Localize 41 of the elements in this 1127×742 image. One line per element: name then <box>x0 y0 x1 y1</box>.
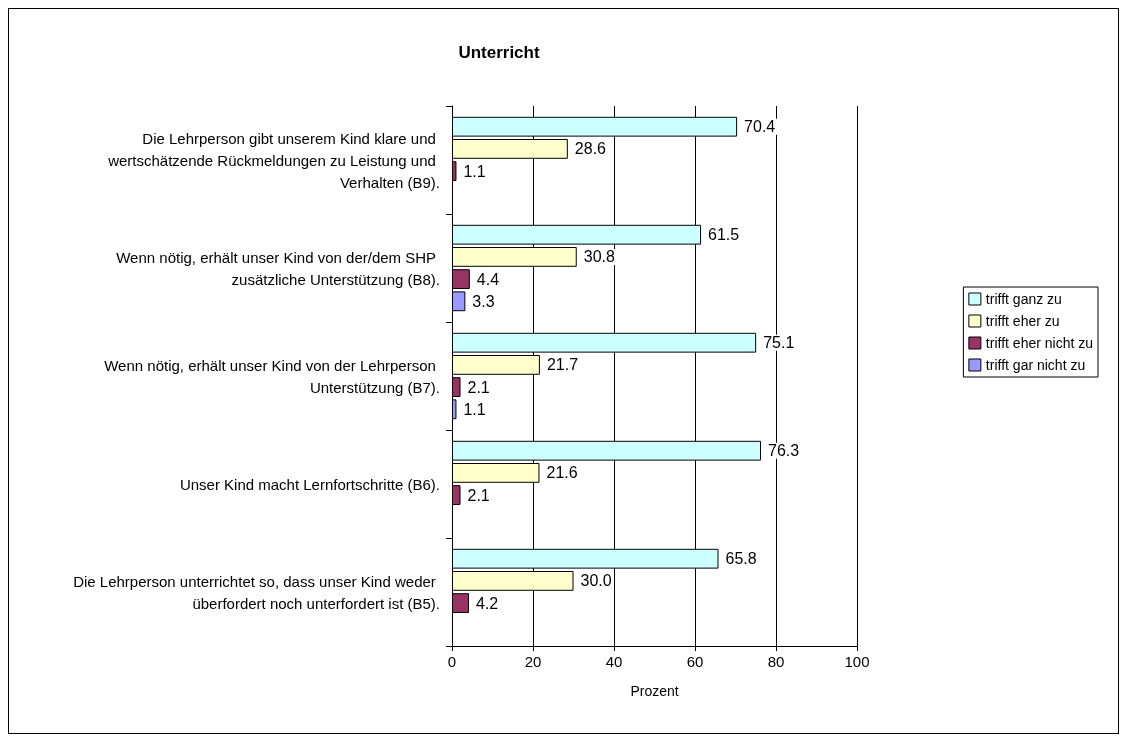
x-axis-title: Prozent <box>630 683 679 699</box>
data-label: 1.1 <box>463 400 486 418</box>
data-label: 30.8 <box>583 248 615 266</box>
data-label: 30.0 <box>580 572 612 590</box>
data-label: 1.1 <box>463 162 486 180</box>
data-label: 4.2 <box>476 594 499 612</box>
bar <box>452 291 466 312</box>
data-label: 28.6 <box>574 140 607 158</box>
legend-label: trifft ganz zu <box>985 291 1062 307</box>
y-tick-label: Wenn nötig, erhält unser Kind von der Lehrperson Unterstützung (B7). <box>104 356 440 396</box>
data-label: 76.3 <box>768 442 800 460</box>
y-tick-label: Die Lehrperson gibt unserem Kind klare und wertschätzende Rückmeldungen zu Leistung und Verhalten (B9). <box>107 129 440 191</box>
x-tick-label: 0 <box>447 653 457 670</box>
data-label: 75.1 <box>763 334 795 352</box>
y-tick-label: Die Lehrperson unterrichtet so, dass unser Kind weder überfordert noch unterfordert ist (B5). <box>73 572 440 612</box>
x-tick-label: 60 <box>686 653 704 670</box>
data-label: 21.6 <box>546 464 578 482</box>
y-tick-label: Unser Kind macht Lernfortschritte (B6). <box>179 475 440 493</box>
chart-title: Unterricht <box>458 43 540 62</box>
y-tick-label: Wenn nötig, erhält unser Kind von der/dem SHP zusätzliche Unterstützung (B8). <box>116 248 440 288</box>
bar <box>452 269 470 290</box>
bar <box>452 399 457 420</box>
data-label: 4.4 <box>476 270 500 288</box>
data-label: 3.3 <box>472 292 495 310</box>
bar <box>452 485 461 506</box>
data-label: 61.5 <box>708 226 740 244</box>
bar <box>452 377 461 398</box>
data-label: 21.7 <box>546 356 579 374</box>
legend-label: trifft eher nicht zu <box>985 335 1094 351</box>
data-label: 2.1 <box>467 486 490 504</box>
bar <box>452 161 457 182</box>
legend-label: trifft eher zu <box>985 313 1060 329</box>
x-tick-label: 80 <box>767 653 785 670</box>
data-label: 70.4 <box>744 118 776 136</box>
x-tick-label: 20 <box>524 653 542 670</box>
x-tick-label: 100 <box>844 653 870 670</box>
data-label: 65.8 <box>725 550 757 568</box>
x-tick-label: 40 <box>605 653 623 670</box>
data-label: 2.1 <box>467 378 490 396</box>
legend-label: trifft gar nicht zu <box>985 357 1086 373</box>
bar <box>452 593 470 614</box>
